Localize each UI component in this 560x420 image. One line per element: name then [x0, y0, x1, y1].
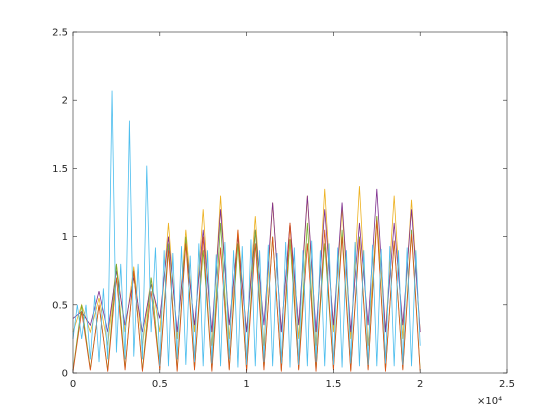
data-line: [72, 188, 421, 333]
x-tick-label: 1.5: [325, 379, 341, 390]
x-tick-label: 0.5: [152, 379, 168, 390]
x-tick-label: 0: [70, 379, 76, 390]
axes-box: [72, 31, 508, 374]
y-tick-label: 2: [62, 96, 68, 107]
data-line: [72, 90, 421, 368]
y-tick-label: 0.5: [52, 300, 68, 311]
y-tick-label: 0: [62, 369, 68, 380]
x-exponent-label: ×10⁴: [477, 396, 502, 407]
y-tick-label: 2.5: [52, 28, 68, 39]
y-tick-label: 1: [62, 232, 68, 243]
x-tick-label: 2: [417, 379, 423, 390]
y-tick-label: 1.5: [52, 164, 68, 175]
x-tick-label: 2.5: [499, 379, 515, 390]
x-tick-label: 1: [243, 379, 249, 390]
